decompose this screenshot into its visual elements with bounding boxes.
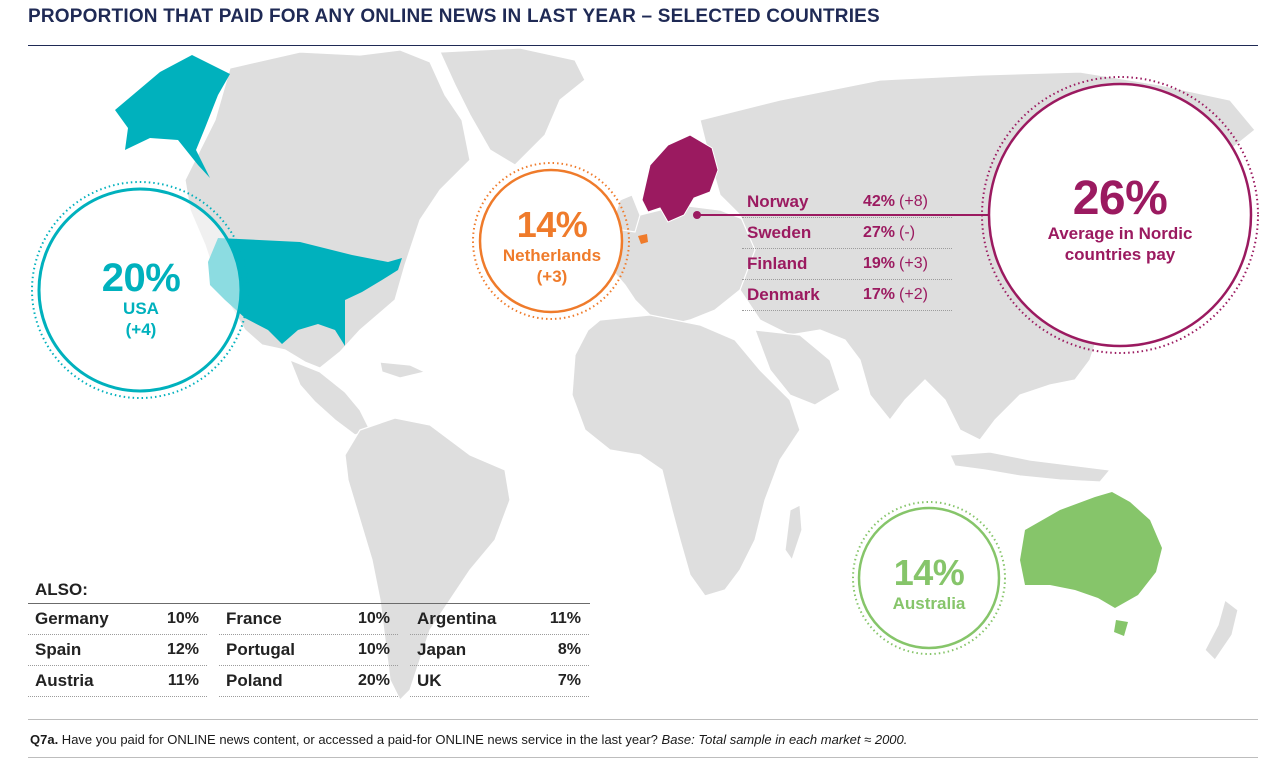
nordic-value: 42% bbox=[863, 193, 896, 210]
also-value: 10% bbox=[357, 641, 390, 658]
nordic-value: 19% bbox=[863, 255, 896, 272]
usa-label: 20% USA (+4) bbox=[85, 258, 197, 340]
also-value: 7% bbox=[557, 672, 581, 689]
usa-circle bbox=[37, 187, 243, 393]
nordic-shape bbox=[641, 134, 719, 223]
chart-title: PROPORTION THAT PAID FOR ANY ONLINE NEWS… bbox=[28, 6, 880, 27]
alaska-shape bbox=[115, 55, 230, 178]
netherlands-circle bbox=[478, 168, 624, 314]
nordic-value: 17% bbox=[863, 286, 896, 303]
usa-percent: 20% bbox=[101, 256, 181, 300]
nordic-table: Norway 42% (+8) Sweden 27% (-) Finland 1… bbox=[742, 187, 952, 311]
nordic-country: Finland bbox=[747, 254, 808, 273]
netherlands-shape bbox=[638, 234, 648, 244]
also-row: UK 7% bbox=[410, 666, 589, 697]
also-rule bbox=[28, 603, 590, 604]
australia-circle-outer-dotted bbox=[852, 501, 1006, 655]
australia-shape bbox=[1020, 492, 1162, 608]
also-value: 11% bbox=[167, 672, 199, 689]
indonesia-shape bbox=[949, 451, 1112, 483]
also-row: France 10% bbox=[219, 604, 398, 635]
also-country: Portugal bbox=[226, 640, 295, 659]
also-table: ALSO: Germany 10% Spain 12% Austria 11% … bbox=[28, 576, 590, 697]
also-country: Spain bbox=[35, 640, 82, 659]
also-country: Poland bbox=[226, 671, 283, 690]
also-country: Japan bbox=[417, 640, 467, 659]
nordic-row: Sweden 27% (-) bbox=[742, 218, 952, 249]
netherlands-change: (+3) bbox=[536, 267, 568, 286]
also-country: UK bbox=[417, 671, 442, 690]
nordic-row: Denmark 17% (+2) bbox=[742, 280, 952, 311]
also-row: Poland 20% bbox=[219, 666, 398, 697]
nordic-change: (+8) bbox=[899, 193, 928, 210]
nordic-change: (+2) bbox=[899, 286, 928, 303]
nordic-row: Norway 42% (+8) bbox=[742, 187, 952, 218]
also-value: 10% bbox=[357, 610, 390, 627]
madagascar-shape bbox=[784, 504, 803, 562]
nordic-average-percent: 26% bbox=[1072, 172, 1168, 225]
netherlands-circle-outer-dotted bbox=[472, 162, 630, 320]
nordic-change: (+3) bbox=[899, 255, 928, 272]
also-country: Argentina bbox=[417, 609, 497, 628]
usa-country: USA bbox=[123, 299, 159, 318]
also-country: France bbox=[226, 609, 282, 628]
title-rule bbox=[28, 45, 1258, 46]
nordic-value: 27% bbox=[863, 224, 896, 241]
also-row: Spain 12% bbox=[28, 635, 207, 666]
also-row: Portugal 10% bbox=[219, 635, 398, 666]
also-country: Germany bbox=[35, 609, 109, 628]
arabia-shape bbox=[754, 329, 841, 406]
nordic-country: Norway bbox=[747, 192, 809, 211]
new-zealand-shape bbox=[1204, 598, 1239, 661]
usa-change: (+4) bbox=[125, 320, 157, 339]
nordic-row: Finland 19% (+3) bbox=[742, 249, 952, 280]
nordic-average-text-1: Average in Nordic bbox=[1047, 224, 1193, 243]
australia-country: Australia bbox=[892, 594, 966, 613]
nordic-average-text-2: countries pay bbox=[1064, 245, 1176, 264]
nordic-country: Denmark bbox=[747, 285, 820, 304]
also-value: 20% bbox=[357, 672, 390, 689]
also-grid: Germany 10% Spain 12% Austria 11% France… bbox=[28, 604, 590, 697]
tasmania-shape bbox=[1114, 620, 1128, 636]
usa-shape bbox=[208, 238, 402, 346]
nordic-country: Sweden bbox=[747, 223, 812, 242]
also-country: Austria bbox=[35, 671, 94, 690]
netherlands-label: 14% Netherlands (+3) bbox=[478, 205, 626, 287]
greenland-shape bbox=[439, 47, 586, 166]
also-column: Germany 10% Spain 12% Austria 11% bbox=[28, 604, 207, 697]
also-row: Argentina 11% bbox=[410, 604, 589, 635]
africa-shape bbox=[571, 314, 801, 597]
footnote-rule-bottom bbox=[28, 757, 1258, 758]
footnote-question-text: Have you paid for ONLINE news content, o… bbox=[58, 732, 662, 747]
also-value: 8% bbox=[557, 641, 581, 658]
south-america-shape bbox=[344, 417, 511, 702]
caribbean-shape bbox=[379, 361, 427, 379]
also-value: 11% bbox=[549, 610, 581, 627]
footnote-question-id: Q7a. bbox=[30, 732, 59, 747]
netherlands-country: Netherlands bbox=[502, 246, 602, 265]
footnote-base: Base: Total sample in each market ≈ 2000… bbox=[661, 732, 908, 747]
also-row: Japan 8% bbox=[410, 635, 589, 666]
australia-circle bbox=[857, 506, 1001, 650]
footnote: Q7a. Have you paid for ONLINE news conte… bbox=[30, 732, 907, 747]
netherlands-percent: 14% bbox=[516, 204, 588, 245]
also-row: Austria 11% bbox=[28, 666, 207, 697]
also-column: Argentina 11% Japan 8% UK 7% bbox=[410, 604, 589, 697]
also-value: 12% bbox=[166, 641, 199, 658]
australia-label: 14% Australia bbox=[858, 553, 1000, 614]
nordic-change: (-) bbox=[899, 224, 916, 241]
also-value: 10% bbox=[166, 610, 199, 627]
central-america-shape bbox=[288, 358, 371, 436]
australia-percent: 14% bbox=[893, 552, 965, 593]
also-title: ALSO: bbox=[35, 580, 88, 599]
footnote-rule-top bbox=[28, 719, 1258, 720]
nordic-average-label: 26% Average in Nordic countries pay bbox=[1015, 175, 1225, 265]
usa-circle-outer-dotted bbox=[31, 181, 249, 399]
also-row: Germany 10% bbox=[28, 604, 207, 635]
nordic-connector-dot bbox=[693, 211, 701, 219]
also-column: France 10% Portugal 10% Poland 20% bbox=[219, 604, 398, 697]
